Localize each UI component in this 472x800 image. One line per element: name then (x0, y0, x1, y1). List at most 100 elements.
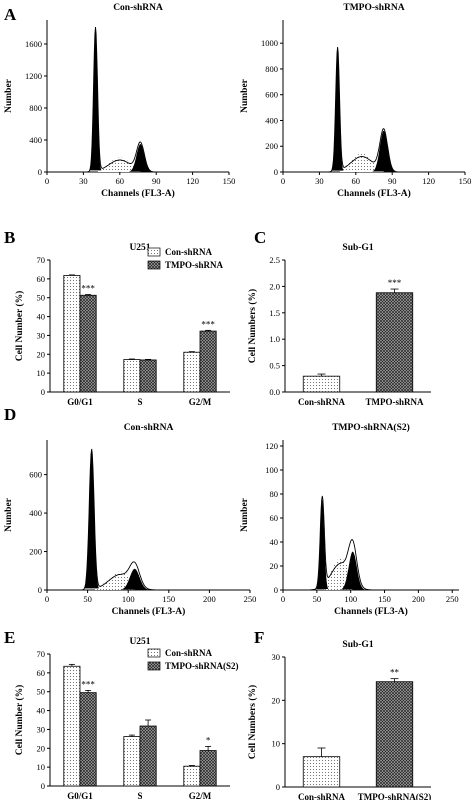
y-tick-label: 800 (265, 64, 278, 74)
legend-label: Con-shRNA (165, 247, 213, 257)
significance-marker: * (206, 735, 211, 745)
bar (63, 275, 81, 393)
x-tick-label: 30 (315, 176, 324, 186)
y-tick-label: 50 (37, 293, 46, 303)
y-tick-label: 600 (29, 470, 42, 480)
bar (123, 736, 141, 787)
y-tick-label: 0 (38, 167, 42, 177)
histogram-outline (47, 448, 250, 591)
y-tick-label: 0.0 (269, 387, 280, 397)
x-tick-label: 250 (446, 594, 459, 604)
x-tick-label: 0 (281, 176, 285, 186)
y-tick-label: 20 (270, 561, 279, 571)
y-axis-label: Number (4, 78, 14, 113)
panel-letter-e: E (4, 628, 15, 647)
legend-label: Con-shRNA (165, 648, 213, 658)
panel-letter-c: C (254, 228, 266, 247)
significance-marker: *** (81, 284, 95, 294)
category-label: G2/M (189, 791, 212, 800)
s-phase-fill (97, 157, 141, 172)
y-axis-label: Cell Numbers (%) (247, 685, 258, 759)
y-tick-label: 40 (37, 706, 46, 716)
significance-marker: *** (388, 278, 402, 288)
y-tick-label: 0 (41, 781, 45, 791)
significance-marker: ** (390, 668, 400, 678)
bar (302, 756, 341, 788)
chart-title: Sub-G1 (342, 640, 373, 650)
bar (123, 359, 141, 393)
histogram-4: Con-shRNA 0 200 400 600 0 50 100 150 200 250 Channe… (4, 423, 256, 617)
x-tick-label: 100 (344, 594, 357, 604)
y-axis-label: Number (240, 78, 250, 113)
g2m-peak (372, 130, 396, 172)
x-axis-label: Channels (FL3-A) (112, 606, 186, 617)
y-tick-label: 0 (274, 585, 278, 595)
histogram-outline (283, 495, 459, 591)
bar (183, 765, 201, 787)
x-tick-label: 100 (122, 594, 135, 604)
x-tick-label: 0 (45, 176, 49, 186)
x-axis-label: Channels (FL3-A) (337, 188, 411, 199)
y-tick-label: 1200 (25, 71, 42, 81)
y-tick-label: 80 (270, 489, 279, 499)
panel-letter-f: F (254, 628, 264, 647)
y-tick-label: 400 (29, 508, 42, 518)
y-tick-label: 70 (37, 649, 46, 659)
bar-chart-3: Sub-G1 0.0 0.5 1.0 1.5 2.0 2.5 Cell Numbers (%)… (247, 243, 431, 407)
x-tick-label: 150 (378, 594, 391, 604)
y-tick-label: 60 (270, 513, 279, 523)
category-label: Con-shRNA (298, 792, 346, 800)
bar (183, 351, 201, 393)
y-tick-label: 30 (37, 724, 46, 734)
histogram-outline (283, 46, 465, 173)
y-tick-label: 10 (37, 762, 46, 772)
bar (375, 681, 414, 788)
bar (139, 359, 157, 393)
category-label: G0/G1 (67, 791, 93, 800)
panel-letter-b: B (4, 228, 15, 247)
g2m-peak (120, 568, 150, 590)
y-tick-label: 20 (37, 349, 46, 359)
y-tick-label: 30 (272, 652, 281, 662)
y-tick-label: 60 (37, 274, 46, 284)
legend-swatch (147, 247, 161, 257)
bar (79, 692, 97, 787)
panel-letter-a: A (4, 5, 17, 24)
bar (199, 750, 217, 787)
category-label: S (137, 791, 142, 800)
histogram-title: Con-shRNA (124, 423, 174, 433)
y-tick-label: 200 (265, 141, 278, 151)
x-tick-label: 30 (79, 176, 88, 186)
y-tick-label: 0.5 (269, 361, 280, 371)
legend-label: TMPO-shRNA (165, 260, 223, 270)
y-tick-label: 20 (37, 743, 46, 753)
x-axis-label: Channels (FL3-A) (101, 188, 175, 199)
bar (199, 330, 217, 393)
y-tick-label: 40 (37, 312, 46, 322)
histogram-title: TMPO-shRNA(S2) (332, 422, 410, 433)
bar (79, 294, 97, 393)
y-axis-label: Number (4, 497, 14, 532)
histogram-title: Con-shRNA (113, 3, 163, 13)
y-tick-label: 100 (265, 465, 278, 475)
y-tick-label: 1600 (25, 39, 42, 49)
y-tick-label: 20 (272, 695, 281, 705)
x-tick-label: 0 (281, 594, 285, 604)
category-label: S (137, 397, 142, 407)
legend-swatch (147, 648, 161, 658)
x-tick-label: 60 (352, 176, 361, 186)
y-tick-label: 120 (265, 441, 278, 451)
y-axis-label: Cell Numbers (%) (247, 289, 258, 363)
y-tick-label: 600 (265, 90, 278, 100)
y-tick-label: 400 (265, 115, 278, 125)
bar (375, 292, 414, 393)
y-tick-label: 0 (41, 387, 45, 397)
x-tick-label: 150 (459, 176, 472, 186)
y-tick-label: 0 (274, 167, 278, 177)
histogram-1: TMPO-shRNA 0 200 400 600 800 1000 0 30 60 90 120 150… (240, 3, 471, 199)
x-tick-label: 120 (422, 176, 435, 186)
y-tick-label: 1.0 (269, 334, 280, 344)
y-tick-label: 10 (272, 739, 281, 749)
y-tick-label: 30 (37, 330, 46, 340)
